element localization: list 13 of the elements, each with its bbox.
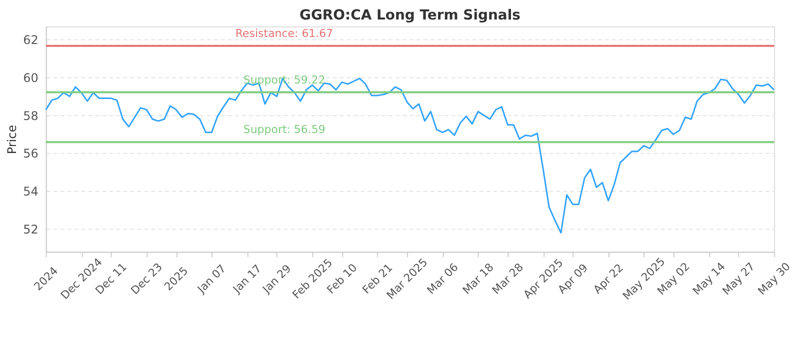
y-tick-label: 60 [23, 70, 38, 85]
y-tick-label: 52 [23, 222, 38, 237]
chart-title: GGRO:CA Long Term Signals [300, 7, 520, 24]
y-tick-label: 62 [23, 33, 38, 48]
y-tick-label: 56 [23, 146, 38, 161]
x-tick-label: Jan 07 [194, 262, 229, 296]
y-tick-label: 54 [23, 184, 38, 199]
x-tick-label: Jan 17 [230, 262, 264, 296]
ref-line-label: Support: 56.59 [243, 123, 326, 136]
y-tick-label: 58 [23, 108, 38, 123]
ref-line-label: Resistance: 61.67 [235, 26, 334, 40]
x-tick-label: Dec 23 [128, 260, 165, 298]
y-axis-title: Price [5, 124, 20, 154]
